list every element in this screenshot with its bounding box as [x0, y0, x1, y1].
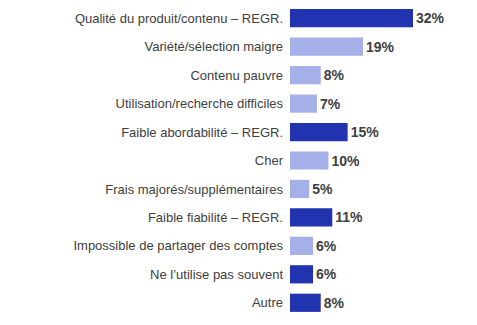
svg-text:Utilisation/recherche difficil: Utilisation/recherche difficiles [116, 96, 284, 111]
svg-text:8%: 8% [324, 67, 345, 83]
svg-text:11%: 11% [335, 209, 363, 225]
svg-text:Faible abordabilité – REGR.: Faible abordabilité – REGR. [121, 125, 283, 140]
svg-text:Cher: Cher [255, 153, 284, 168]
svg-text:Autre: Autre [252, 295, 283, 310]
svg-text:Variété/sélection maigre: Variété/sélection maigre [145, 39, 284, 54]
svg-text:8%: 8% [324, 295, 345, 311]
svg-text:Qualité du produit/contenu – R: Qualité du produit/contenu – REGR. [75, 11, 283, 26]
svg-text:Contenu pauvre: Contenu pauvre [190, 68, 283, 83]
svg-text:32%: 32% [416, 10, 445, 26]
svg-text:Impossible de partager des com: Impossible de partager des comptes [73, 238, 283, 253]
svg-text:19%: 19% [366, 39, 395, 55]
svg-text:5%: 5% [312, 181, 333, 197]
svg-text:15%: 15% [351, 124, 380, 140]
svg-text:10%: 10% [331, 153, 360, 169]
svg-text:6%: 6% [316, 238, 337, 254]
svg-text:Frais majorés/supplémentaires: Frais majorés/supplémentaires [105, 182, 283, 197]
svg-text:7%: 7% [320, 96, 341, 112]
svg-text:Faible fiabilité – REGR.: Faible fiabilité – REGR. [148, 210, 283, 225]
svg-text:Ne l’utilise pas souvent: Ne l’utilise pas souvent [150, 267, 283, 282]
svg-text:6%: 6% [316, 266, 337, 282]
